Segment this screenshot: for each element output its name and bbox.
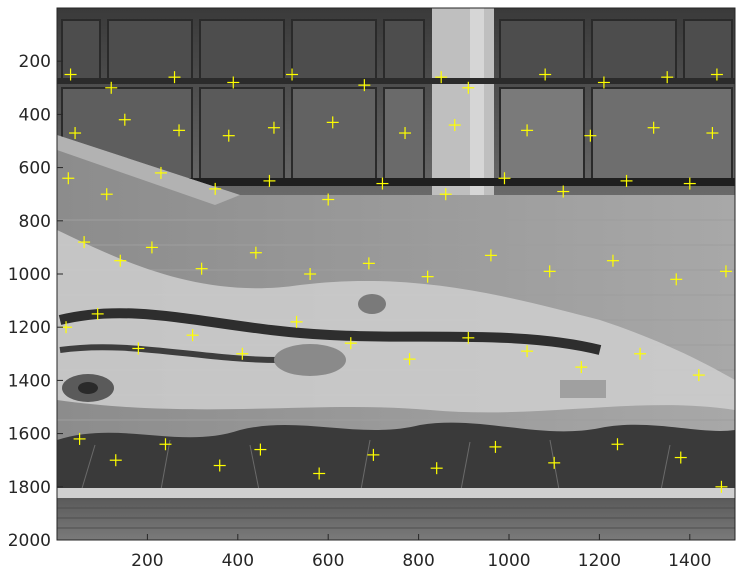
y-tick-label: 1600 <box>8 425 51 445</box>
keypoint-marker <box>710 68 723 81</box>
y-tick-label: 2000 <box>8 531 51 551</box>
y-tick-label: 800 <box>19 212 51 232</box>
x-tick-label: 1400 <box>668 551 711 571</box>
keypoint-marker <box>462 331 475 344</box>
keypoint-marker <box>114 254 127 267</box>
keypoint-marker <box>489 440 502 453</box>
keypoint-marker <box>186 329 199 342</box>
keypoint-marker <box>498 172 511 185</box>
keypoint-marker <box>267 121 280 134</box>
x-tick-label: 200 <box>131 551 163 571</box>
keypoint-marker <box>439 188 452 201</box>
x-tick-label: 1000 <box>487 551 530 571</box>
keypoint-marker <box>543 265 556 278</box>
keypoint-marker <box>421 270 434 283</box>
keypoint-marker <box>611 438 624 451</box>
keypoint-marker <box>290 315 303 328</box>
y-tick-label: 1800 <box>8 478 51 498</box>
keypoint-marker <box>715 480 728 493</box>
keypoint-marker <box>606 254 619 267</box>
keypoint-marker <box>154 166 167 179</box>
keypoint-marker <box>597 76 610 89</box>
keypoint-marker <box>69 127 82 140</box>
y-tick-label: 1200 <box>8 318 51 338</box>
keypoint-marker <box>322 193 335 206</box>
keypoint-marker <box>548 456 561 469</box>
keypoint-marker <box>430 462 443 475</box>
keypoint-marker <box>159 438 172 451</box>
keypoint-marker <box>344 337 357 350</box>
keypoint-marker <box>584 129 597 142</box>
x-tick-label: 600 <box>312 551 344 571</box>
keypoint-marker <box>100 188 113 201</box>
keypoint-marker <box>91 307 104 320</box>
x-axis: 200 400 600 800 1000 1200 1400 <box>131 534 711 571</box>
keypoint-marker <box>539 68 552 81</box>
keypoint-marker <box>367 448 380 461</box>
keypoint-marker <box>62 172 75 185</box>
keypoint-marker <box>173 124 186 137</box>
keypoint-marker <box>484 249 497 262</box>
keypoint-marker <box>670 273 683 286</box>
keypoint-marker <box>376 177 389 190</box>
y-tick-label: 200 <box>19 52 51 72</box>
keypoint-marker <box>145 241 158 254</box>
keypoint-marker <box>362 257 375 270</box>
keypoint-marker <box>168 71 181 84</box>
keypoint-marker <box>209 182 222 195</box>
keypoint-marker <box>78 236 91 249</box>
keypoint-marker <box>195 262 208 275</box>
x-tick-label: 1200 <box>578 551 621 571</box>
keypoint-marker <box>399 127 412 140</box>
keypoint-marker <box>358 79 371 92</box>
keypoint-marker <box>213 459 226 472</box>
keypoint-marker <box>254 443 267 456</box>
y-tick-label: 1000 <box>8 265 51 285</box>
keypoint-marker <box>109 454 122 467</box>
keypoint-marker <box>674 451 687 464</box>
keypoint-marker <box>249 246 262 259</box>
keypoint-marker <box>521 124 534 137</box>
keypoint-marker <box>403 353 416 366</box>
keypoint-marker <box>326 116 339 129</box>
y-tick-label: 600 <box>19 159 51 179</box>
y-tick-label: 1400 <box>8 371 51 391</box>
y-axis: 200 400 600 800 1000 1200 1400 1600 1800 2000 <box>8 52 63 551</box>
keypoint-markers <box>60 68 732 493</box>
keypoint-marker <box>222 129 235 142</box>
keypoint-marker <box>263 174 276 187</box>
keypoint-marker <box>462 81 475 94</box>
x-tick-label: 400 <box>222 551 254 571</box>
y-tick-label: 400 <box>19 105 51 125</box>
keypoint-marker <box>620 174 633 187</box>
keypoint-marker <box>521 345 534 358</box>
keypoint-marker <box>118 113 131 126</box>
keypoint-marker <box>719 265 732 278</box>
keypoint-marker <box>227 76 240 89</box>
keypoint-marker <box>73 432 86 445</box>
keypoint-marker <box>706 127 719 140</box>
keypoint-marker <box>634 347 647 360</box>
keypoint-marker <box>683 177 696 190</box>
photo-image <box>57 8 735 540</box>
keypoint-marker <box>313 467 326 480</box>
keypoint-marker <box>105 81 118 94</box>
keypoint-marker <box>304 268 317 280</box>
keypoint-marker <box>236 347 249 360</box>
keypoint-marker <box>64 68 77 81</box>
keypoint-marker <box>557 185 570 198</box>
keypoint-marker <box>692 369 705 382</box>
keypoint-marker <box>661 71 674 84</box>
keypoint-marker <box>575 361 588 374</box>
x-tick-label: 800 <box>402 551 434 571</box>
keypoint-marker <box>647 121 660 134</box>
keypoint-marker <box>448 119 461 132</box>
keypoint-marker <box>286 68 299 81</box>
keypoint-marker <box>132 342 145 355</box>
keypoint-marker <box>435 71 448 84</box>
